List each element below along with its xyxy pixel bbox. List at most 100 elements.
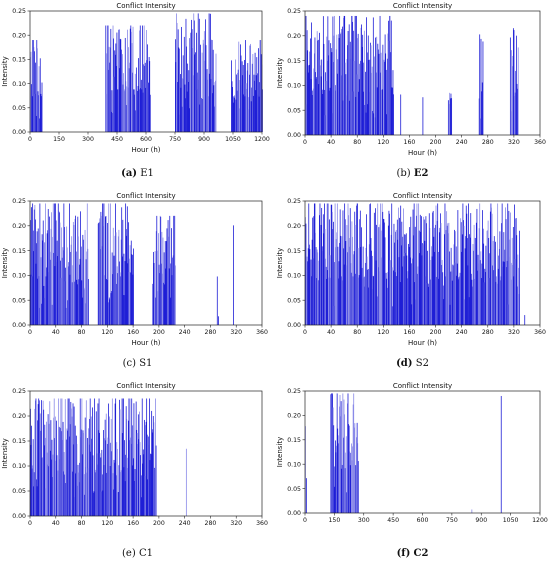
- bar: [343, 264, 345, 325]
- bar: [128, 398, 130, 516]
- bar: [331, 395, 333, 513]
- bar: [354, 423, 356, 513]
- bar: [108, 46, 110, 133]
- bar: [497, 203, 499, 325]
- bar: [305, 15, 306, 136]
- bar: [32, 40, 34, 132]
- bar: [369, 59, 371, 135]
- bar: [366, 104, 368, 135]
- bar: [442, 285, 444, 325]
- bar: [37, 91, 39, 132]
- bar: [501, 223, 502, 325]
- bar: [84, 229, 86, 325]
- bar: [331, 52, 333, 135]
- bar: [395, 229, 397, 325]
- bar: [205, 19, 206, 132]
- bar: [209, 13, 211, 133]
- bar: [362, 62, 364, 136]
- bar: [366, 17, 367, 135]
- bar: [477, 254, 479, 325]
- bar: [56, 262, 58, 325]
- bar: [80, 437, 82, 516]
- bar: [390, 20, 392, 136]
- bar: [336, 393, 338, 513]
- bar: [50, 228, 52, 325]
- bar: [112, 473, 114, 516]
- bar: [84, 417, 86, 516]
- bar: [384, 61, 385, 135]
- bar: [106, 279, 108, 325]
- bar: [135, 110, 137, 132]
- y-axis-label: Intensity: [1, 56, 9, 86]
- bar: [67, 398, 69, 516]
- bar: [192, 75, 194, 132]
- bar: [345, 265, 347, 325]
- bar: [357, 461, 359, 513]
- bar: [75, 473, 77, 516]
- bar: [497, 268, 499, 325]
- x-tick-label: 160: [127, 329, 139, 336]
- x-tick-label: 280: [482, 329, 494, 336]
- bar: [129, 440, 130, 516]
- bar: [63, 203, 65, 325]
- bar: [454, 229, 455, 325]
- bar: [390, 260, 391, 325]
- bar: [330, 48, 332, 135]
- x-tick-label: 1200: [254, 136, 270, 143]
- bar: [470, 273, 472, 325]
- bar: [187, 81, 189, 132]
- bar: [312, 90, 314, 135]
- bar: [126, 86, 128, 132]
- x-tick-label: 0: [303, 139, 307, 146]
- bar: [386, 58, 388, 135]
- bar: [106, 472, 108, 516]
- bar: [308, 203, 310, 325]
- bar: [239, 80, 241, 132]
- bar: [39, 413, 41, 516]
- bar: [415, 215, 417, 325]
- x-tick-label: 280: [205, 329, 217, 336]
- bar: [358, 91, 360, 135]
- bar: [70, 408, 72, 516]
- bar: [315, 232, 316, 325]
- bar: [124, 481, 126, 516]
- bar: [353, 427, 355, 513]
- bar: [76, 284, 78, 325]
- bar: [393, 94, 394, 135]
- bar: [185, 18, 187, 132]
- bar: [511, 237, 513, 325]
- bar: [112, 274, 114, 325]
- bar: [152, 416, 154, 516]
- plot-frame: [304, 10, 541, 136]
- bar: [371, 72, 373, 135]
- bar: [364, 104, 366, 135]
- bar: [349, 100, 351, 135]
- bar: [218, 316, 219, 325]
- bar: [387, 272, 389, 325]
- panel-c1: Conflict Intensity 0 40 80 120 160 200 240 280 32…: [0, 380, 275, 567]
- bar: [322, 89, 324, 135]
- x-tick-label: 80: [78, 329, 86, 336]
- bar: [52, 203, 54, 325]
- bar: [339, 394, 341, 513]
- bar: [418, 203, 420, 325]
- bar: [445, 276, 446, 325]
- x-tick-label: 160: [127, 520, 139, 527]
- bar: [134, 73, 136, 132]
- bar: [405, 233, 407, 325]
- bar: [165, 268, 167, 325]
- x-axis-label: Hour (h): [408, 339, 437, 347]
- bar: [123, 91, 125, 132]
- bar: [372, 289, 374, 325]
- bar: [115, 398, 117, 516]
- bar: [378, 53, 380, 135]
- bar: [319, 32, 320, 135]
- bar: [421, 255, 423, 325]
- bar: [103, 203, 105, 325]
- bar: [340, 416, 341, 513]
- bar: [74, 425, 76, 516]
- bar: [154, 469, 156, 516]
- bar: [311, 276, 312, 325]
- bar: [116, 448, 118, 516]
- bar: [253, 74, 255, 132]
